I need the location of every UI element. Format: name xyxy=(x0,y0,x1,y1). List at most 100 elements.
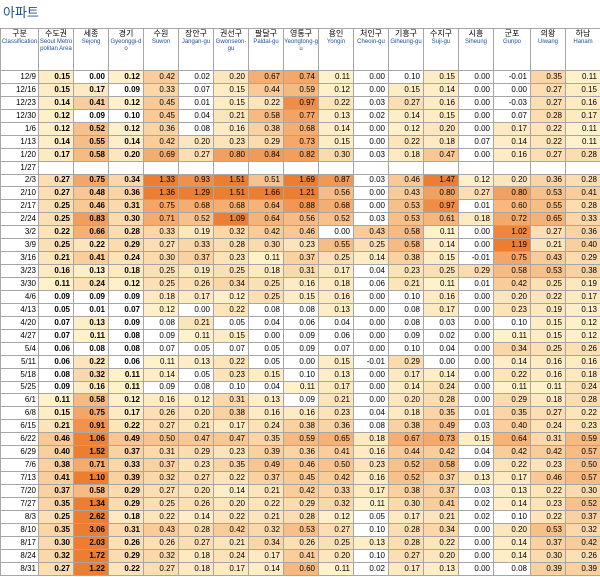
row-date: 5/11 xyxy=(0,354,39,369)
table-cell: 0.15 xyxy=(318,134,354,149)
table-cell: 0.64 xyxy=(248,212,284,227)
table-cell: 0.02 xyxy=(178,70,214,84)
table-cell: 0.16 xyxy=(248,406,284,421)
table-cell: 0.32 xyxy=(213,225,249,240)
table-cell: 0.36 xyxy=(143,121,179,136)
table-cell: 0.97 xyxy=(423,199,459,214)
row-date: 8/3 xyxy=(0,509,39,524)
table-cell: 0.27 xyxy=(143,561,179,577)
table-cell: 0.33 xyxy=(565,212,600,227)
table-cell xyxy=(283,160,319,175)
table-cell: 0.11 xyxy=(178,328,214,343)
table-cell: 0.30 xyxy=(38,535,74,550)
table-row: 1/20 0.17 0.58 0.20 0.69 0.27 0.80 0.84 0.82 0.30… xyxy=(0,147,600,162)
table-cell: 0.67 xyxy=(388,432,424,447)
table-cell: 0.16 xyxy=(530,354,566,369)
table-cell: 0.10 xyxy=(388,70,424,84)
table-row: 7/27 0.35 1.34 0.29 0.25 0.26 0.20 0.22 0.29 0.32… xyxy=(0,496,600,511)
table-cell: 0.41 xyxy=(38,471,74,485)
table-cell: 0.75 xyxy=(493,251,531,266)
table-cell: 0.47 xyxy=(213,432,249,447)
table-cell xyxy=(318,160,354,175)
table-cell: 0.22 xyxy=(213,302,249,317)
table-cell: 0.09 xyxy=(283,328,319,343)
table-cell: 0.14 xyxy=(248,561,284,577)
table-cell: 0.55 xyxy=(73,134,109,149)
table-cell: 0.09 xyxy=(143,380,179,395)
column-header: 의왕 Uiwang xyxy=(530,28,566,71)
table-cell: 0.30 xyxy=(318,147,354,162)
table-cell: 0.23 xyxy=(388,264,424,278)
row-date: 6/29 xyxy=(0,445,39,460)
table-cell: 0.43 xyxy=(388,186,424,201)
column-header-en: Yeongtong-gu xyxy=(284,39,318,52)
table-cell: 0.55 xyxy=(530,199,566,214)
table-cell: 0.38 xyxy=(213,406,249,421)
table-cell: 0.22 xyxy=(73,354,109,369)
row-date: 7/27 xyxy=(0,496,39,511)
table-cell: 0.25 xyxy=(143,264,179,278)
table-cell: 0.00 xyxy=(458,535,494,550)
table-cell: 0.25 xyxy=(213,264,249,278)
table-row: 7/13 0.41 1.10 0.39 0.32 0.27 0.22 0.37 0.45 0.42… xyxy=(0,471,600,485)
table-cell: 0.93 xyxy=(178,173,214,188)
table-cell: 0.25 xyxy=(318,535,354,550)
table-cell: 0.31 xyxy=(283,264,319,278)
table-cell: 0.00 xyxy=(493,82,531,97)
table-row: 3/2 0.22 0.66 0.28 0.33 0.19 0.32 0.42 0.46 0.00 0… xyxy=(0,225,600,240)
table-cell: 0.00 xyxy=(318,225,354,240)
table-cell: -0.01 xyxy=(458,251,494,266)
table-cell: 0.10 xyxy=(353,548,389,563)
table-header: 구분 Classification 수도권 Seoul Metropolitan Ar… xyxy=(0,28,600,71)
table-row: 12/16 0.15 0.17 0.09 0.33 0.07 0.15 0.44 0.59 0.1… xyxy=(0,82,600,97)
table-cell: 0.27 xyxy=(530,406,566,421)
table-cell: 0.07 xyxy=(493,108,531,123)
table-cell: 0.27 xyxy=(530,225,566,240)
table-cell: 0.16 xyxy=(423,289,459,304)
table-cell: 0.14 xyxy=(143,367,179,382)
table-cell: 0.36 xyxy=(530,173,566,188)
table-cell: 0.25 xyxy=(143,277,179,291)
row-date: 8/31 xyxy=(0,561,39,577)
table-cell: 2.03 xyxy=(73,535,109,550)
table-cell: 0.04 xyxy=(423,341,459,356)
table-cell: 0.23 xyxy=(213,367,249,382)
column-header: 구분 Classification xyxy=(0,28,39,71)
column-header-en: Paldal-gu xyxy=(253,39,279,45)
table-cell: 0.40 xyxy=(493,419,531,434)
table-cell: 0.08 xyxy=(388,315,424,330)
column-header: 수지구 Suji-gu xyxy=(423,28,459,71)
table-cell: 0.38 xyxy=(565,264,600,278)
table-cell: 0.29 xyxy=(388,354,424,369)
table-cell: 0.75 xyxy=(143,199,179,214)
table-cell: 0.15 xyxy=(38,70,74,84)
table-cell: 0.13 xyxy=(318,302,354,317)
row-date: 1/13 xyxy=(0,134,39,149)
column-header-en: Gwonseon-gu xyxy=(215,39,247,52)
table-cell: 0.28 xyxy=(565,147,600,162)
table-cell: 0.37 xyxy=(143,458,179,473)
table-row: 12/30 0.12 0.09 0.10 0.45 0.04 0.21 0.58 0.77 0.1… xyxy=(0,108,600,123)
table-cell: 0.91 xyxy=(73,419,109,434)
table-cell: 0.29 xyxy=(248,134,284,149)
table-cell: 0.36 xyxy=(108,186,144,201)
table-cell: -0.03 xyxy=(493,95,531,110)
table-cell: 0.16 xyxy=(353,445,389,460)
table-cell: 0.56 xyxy=(283,212,319,227)
table-cell: 0.15 xyxy=(213,82,249,97)
table-cell: 0.66 xyxy=(73,225,109,240)
table-cell: 0.82 xyxy=(283,147,319,162)
table-cell: 0.19 xyxy=(178,225,214,240)
table-cell: 0.45 xyxy=(283,471,319,485)
table-cell: 0.26 xyxy=(565,341,600,356)
table-cell: 0.41 xyxy=(318,445,354,460)
table-cell: 0.24 xyxy=(530,419,566,434)
table-cell: 0.20 xyxy=(318,548,354,563)
table-cell: 0.27 xyxy=(388,95,424,110)
table-cell: 0.36 xyxy=(283,445,319,460)
table-cell: 0.42 xyxy=(493,277,531,291)
table-cell: 0.16 xyxy=(318,289,354,304)
column-header-ko: 의왕 xyxy=(540,29,556,39)
table-cell: 0.05 xyxy=(38,302,74,317)
table-cell: 0.12 xyxy=(458,173,494,188)
